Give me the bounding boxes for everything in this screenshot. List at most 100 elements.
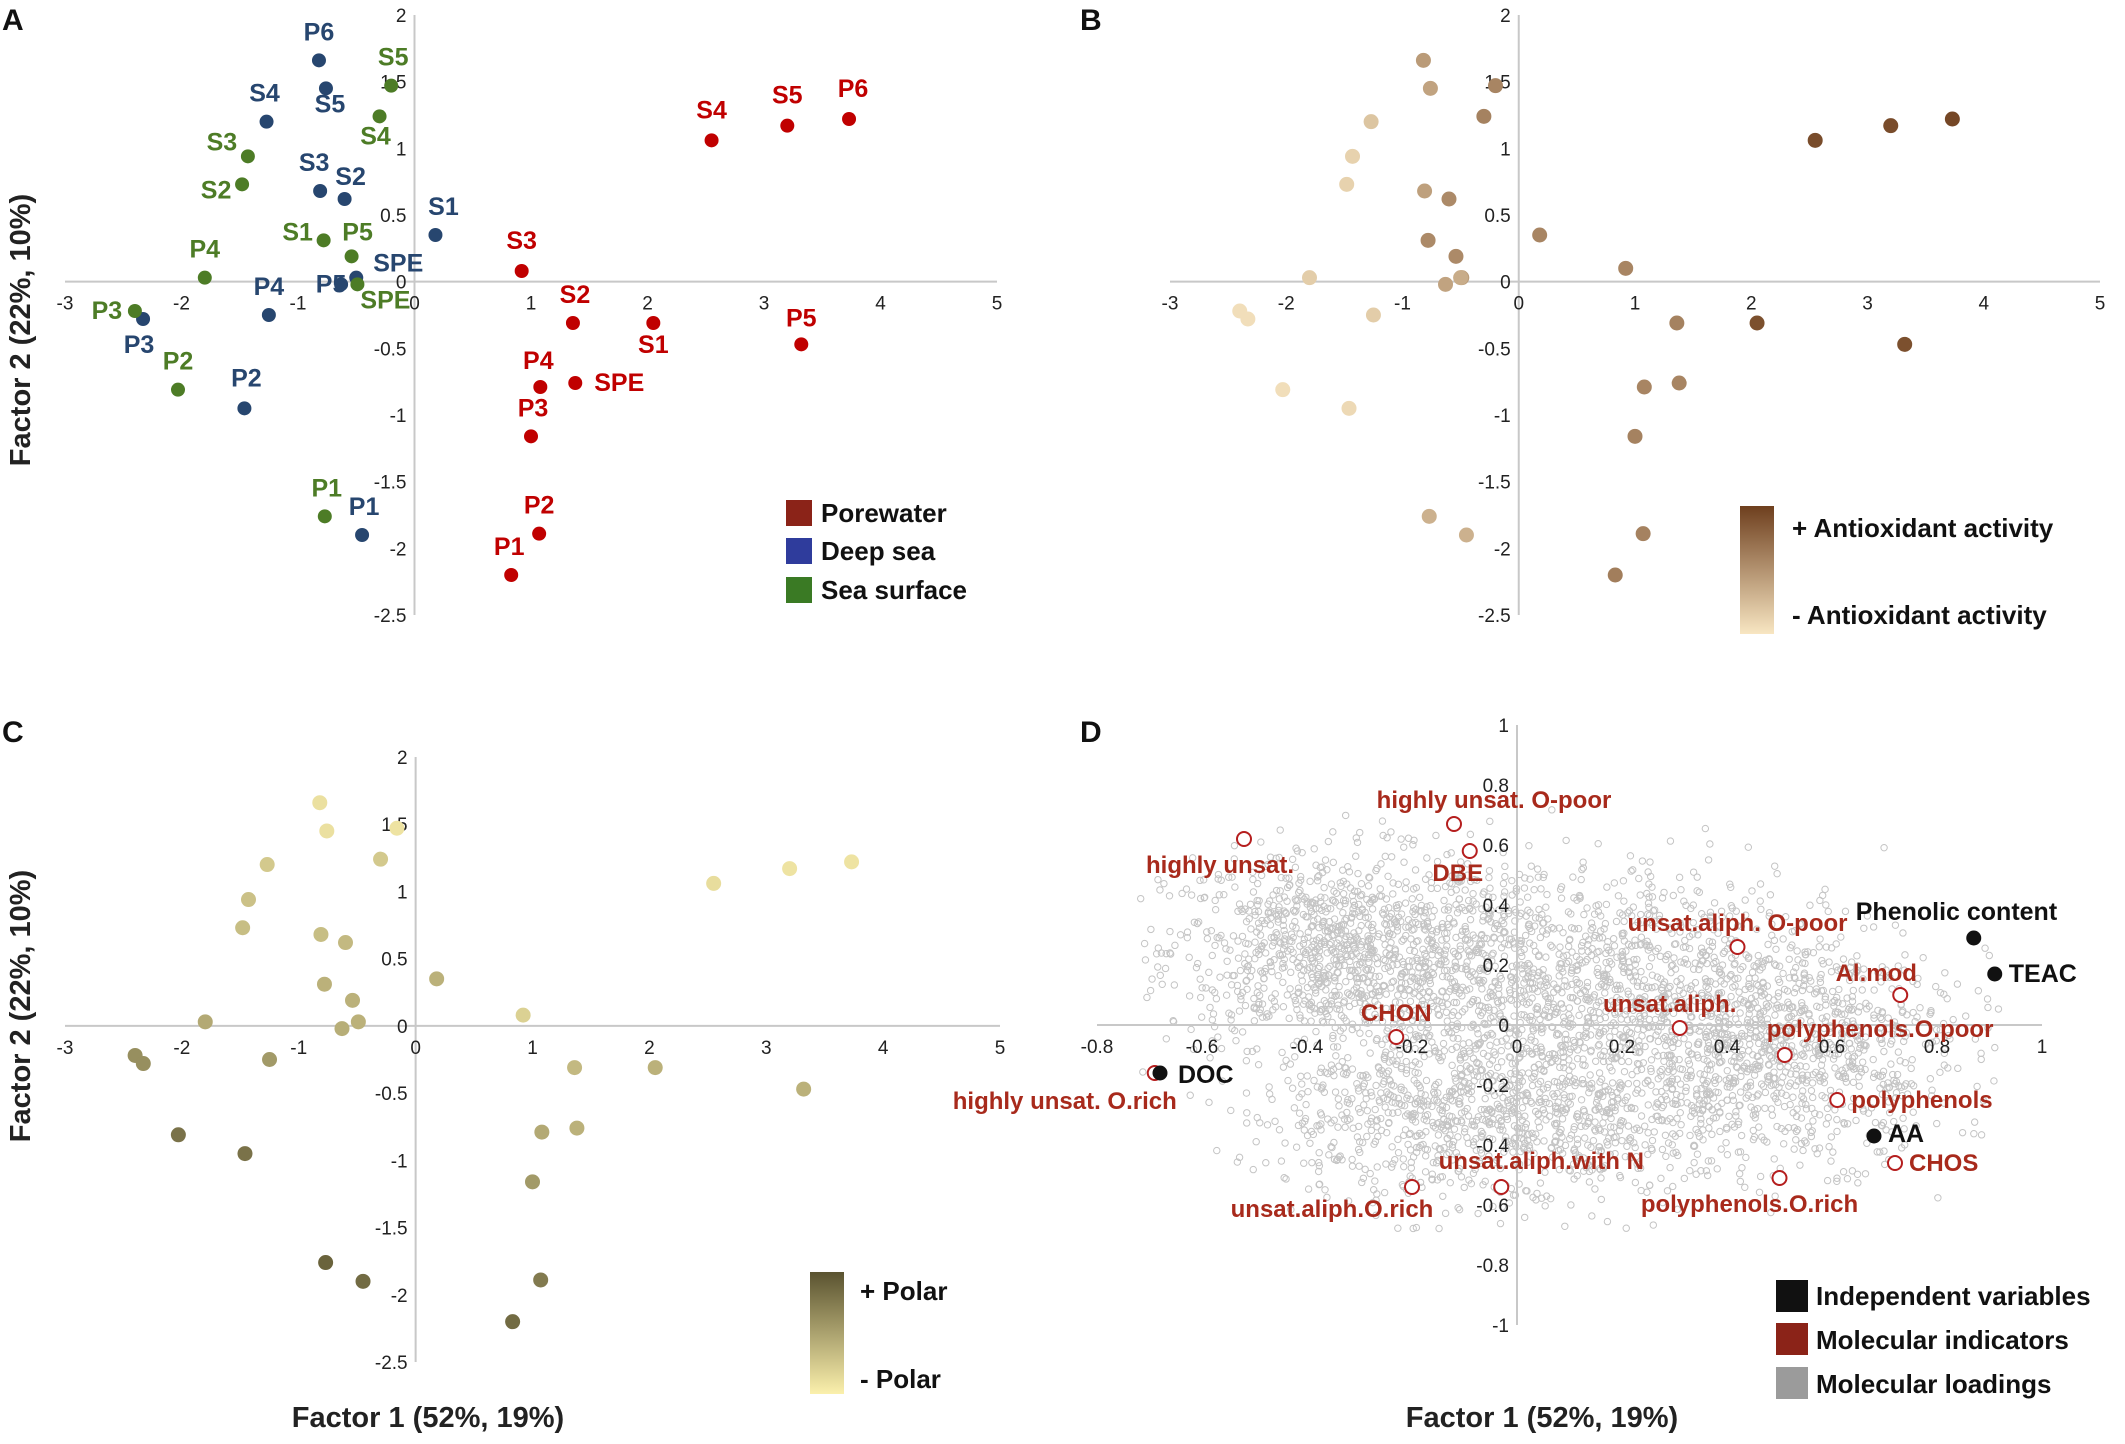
loading-point (1284, 1076, 1292, 1085)
loading-point (1561, 1030, 1570, 1039)
loading-point (1661, 993, 1670, 1001)
loading-point (1677, 1121, 1685, 1129)
loading-point (1339, 890, 1348, 898)
loading-point (1881, 973, 1890, 982)
loading-point (1208, 1037, 1216, 1045)
loading-point (1234, 907, 1242, 915)
loading-point (1578, 865, 1586, 874)
loading-point (1658, 1145, 1667, 1154)
loading-point (1316, 1008, 1324, 1016)
loading-point (1416, 907, 1425, 916)
loading-point (1798, 1050, 1807, 1058)
loading-point (1340, 1014, 1348, 1022)
loading-point (1542, 1116, 1550, 1124)
loading-point (1365, 978, 1373, 986)
loading-point (1243, 976, 1251, 985)
loading-point (1697, 1119, 1705, 1128)
loading-point (1680, 1035, 1688, 1043)
loading-point (1297, 971, 1305, 979)
loading-point (1211, 896, 1219, 905)
loading-point (1936, 1025, 1944, 1034)
loading-point (1307, 1017, 1315, 1025)
loading-point (1302, 1100, 1310, 1109)
loading-point (1461, 886, 1469, 894)
loading-point (1823, 1176, 1832, 1185)
loading-point (1358, 1178, 1366, 1187)
x-tick-label: 3 (761, 1038, 772, 1059)
loading-point (1693, 873, 1701, 881)
loading-point (1373, 953, 1381, 962)
loading-point (1281, 941, 1289, 949)
loading-point (1423, 1111, 1432, 1119)
loading-point (1520, 945, 1528, 954)
loading-point (1569, 1036, 1577, 1045)
loading-point (1235, 1007, 1244, 1015)
loading-point (1589, 1136, 1598, 1145)
loading-point (1869, 1055, 1877, 1064)
loading-point (1287, 968, 1295, 977)
loading-point (1889, 1070, 1897, 1079)
loading-point (1223, 957, 1231, 965)
loading-point (1936, 988, 1945, 997)
loading-point (1479, 964, 1487, 973)
loading-point (1335, 982, 1343, 991)
loading-point (1874, 968, 1882, 977)
loading-point (1508, 962, 1516, 971)
loading-point (1843, 1175, 1852, 1183)
loading-point (1428, 926, 1437, 935)
loading-point (1250, 1017, 1259, 1025)
loading-point (1809, 1054, 1817, 1063)
loading-point (1853, 952, 1861, 960)
loading-point (1699, 1126, 1707, 1134)
loading-point (1196, 993, 1205, 1002)
loading-point (1797, 919, 1805, 928)
data-point (1607, 567, 1623, 583)
loading-point (1289, 1041, 1298, 1050)
data-point (1438, 276, 1454, 292)
loading-point (1662, 952, 1670, 960)
loading-point (1536, 1179, 1545, 1187)
loading-point (1308, 922, 1316, 930)
loading-point (1563, 951, 1571, 960)
y-tick-label: 0.5 (1484, 206, 1510, 227)
loading-point (1236, 966, 1245, 975)
loading-point (1936, 1068, 1944, 1077)
loading-point (1353, 1079, 1361, 1088)
data-point (389, 820, 405, 836)
loading-point (1671, 992, 1679, 1001)
loading-point (1170, 981, 1179, 989)
loading-point (1274, 906, 1283, 915)
loading-point (1792, 963, 1800, 972)
data-point (1807, 132, 1823, 148)
point-label: P2 (163, 348, 194, 376)
loading-point (1277, 1157, 1286, 1165)
loading-point (1260, 939, 1268, 947)
data-point (1448, 248, 1464, 264)
point-label: S3 (299, 149, 330, 177)
data-point (372, 109, 387, 124)
loading-point (1772, 945, 1780, 953)
loading-point (1361, 1165, 1369, 1174)
loading-point (1457, 871, 1465, 880)
loading-point (1706, 840, 1714, 848)
loading-point (1479, 976, 1488, 985)
loading-point (1762, 1000, 1771, 1008)
legend-swatch-sea-surface (786, 577, 812, 603)
loading-point (1438, 920, 1447, 928)
loading-point (1200, 876, 1208, 884)
loading-point (1279, 921, 1287, 930)
loading-point (1575, 1011, 1583, 1020)
loading-point (1288, 922, 1297, 930)
loading-point (1502, 903, 1511, 911)
loading-point (1706, 917, 1714, 925)
loading-point (1368, 948, 1376, 956)
loading-point (1638, 982, 1647, 991)
loading-point (1652, 1031, 1660, 1039)
loading-point (1304, 928, 1312, 937)
loading-point (1452, 1148, 1461, 1157)
loading-point (1652, 925, 1660, 933)
loading-point (1346, 972, 1354, 981)
loading-point (1194, 918, 1203, 926)
y-tick-label: -1.5 (1478, 473, 1511, 494)
